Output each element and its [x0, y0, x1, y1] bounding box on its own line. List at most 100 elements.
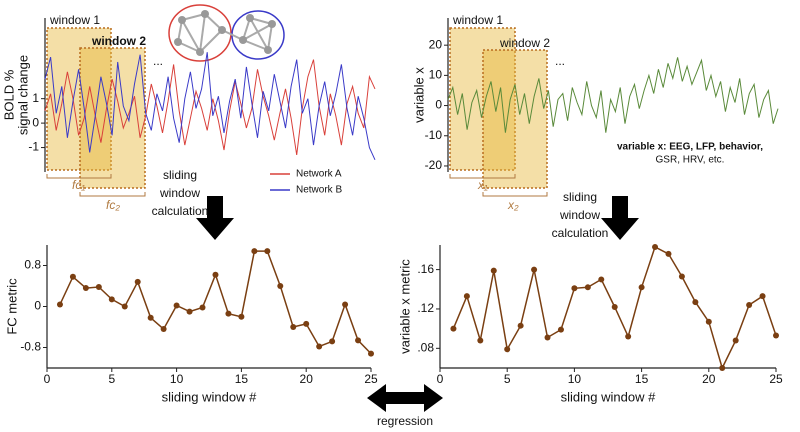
data-point: [108, 296, 115, 303]
data-point: [705, 318, 712, 325]
y-tick-label: -0.8: [20, 340, 41, 354]
x-tick-label: 0: [44, 372, 51, 386]
series-line: [447, 57, 779, 133]
window-label: window 2: [91, 34, 146, 48]
x-tick-label: 25: [364, 372, 378, 386]
data-point: [678, 273, 685, 280]
legend-label: Network A: [296, 169, 342, 180]
data-point: [173, 302, 180, 309]
window-1-box: [449, 27, 516, 171]
data-point: [463, 293, 470, 300]
data-point: [746, 302, 753, 309]
x-tick-label: 5: [108, 372, 115, 386]
y-tick-label: 0: [435, 98, 442, 112]
data-point: [625, 333, 632, 340]
data-point: [160, 326, 167, 333]
network-b-outline: [231, 10, 285, 60]
data-point: [557, 326, 564, 333]
down-arrow: [601, 196, 639, 240]
window-2-box: [482, 49, 548, 189]
data-point: [121, 303, 128, 310]
window-sub-label: fc₂: [106, 198, 120, 212]
data-point: [238, 313, 245, 320]
y-axis-label: signal change: [15, 55, 30, 135]
data-point: [732, 337, 739, 344]
window-sub-label: x₂: [507, 198, 519, 212]
y-tick-label: .12: [417, 301, 434, 315]
x-tick-label: 15: [235, 372, 249, 386]
data-point: [290, 324, 297, 330]
data-point: [611, 303, 618, 310]
data-point: [517, 322, 524, 329]
y-axis-label: variable x metric: [397, 259, 412, 354]
x-axis-label: sliding window #: [561, 389, 656, 404]
window-1-box: [46, 27, 112, 171]
calc-label: sliding: [163, 168, 197, 182]
data-point: [277, 283, 284, 289]
y-axis-label: FC metric: [4, 278, 19, 335]
y-axis-label: BOLD %: [1, 69, 16, 120]
data-point: [199, 304, 206, 311]
data-point: [477, 337, 484, 344]
data-point: [147, 314, 154, 321]
network-edges: [177, 13, 273, 53]
window-sub-label: fc₁: [72, 178, 85, 192]
data-point: [490, 267, 497, 274]
y-axis-label: variable x: [411, 67, 426, 123]
down-arrow: [196, 196, 234, 240]
legend-label: Network B: [296, 185, 342, 196]
x-tick-label: 20: [702, 372, 716, 386]
data-point: [368, 350, 374, 357]
network-a-outline: [168, 4, 232, 62]
data-point: [652, 243, 659, 250]
y-tick-label: 0: [32, 115, 39, 129]
data-point: [316, 343, 323, 350]
x-tick-label: 10: [170, 372, 184, 386]
x-tick-label: 15: [635, 372, 649, 386]
data-point: [264, 248, 271, 255]
series-line: [44, 52, 376, 161]
calc-label: calculation: [552, 226, 609, 240]
data-point: [69, 273, 76, 280]
y-tick-label: -1: [28, 140, 39, 154]
y-tick-label: 0.8: [24, 258, 41, 272]
data-point: [225, 310, 232, 317]
data-point: [186, 308, 193, 315]
calc-label: window: [159, 186, 200, 200]
window-label: window 1: [49, 13, 100, 27]
network-icons: [168, 4, 285, 62]
data-point: [303, 320, 310, 327]
data-point: [56, 301, 63, 308]
annotation: variable x: EEG, LFP, behavior,: [617, 142, 763, 153]
y-tick-label: 20: [429, 37, 443, 51]
x-tick-label: 5: [504, 372, 511, 386]
y-tick-label: -20: [425, 158, 443, 172]
x-tick-label: 0: [437, 372, 444, 386]
calc-label: sliding: [563, 190, 597, 204]
series-line: [59, 250, 372, 355]
data-point: [598, 276, 605, 283]
data-point: [355, 337, 362, 344]
data-point: [134, 278, 141, 285]
data-point: [571, 285, 578, 292]
network-nodes: [174, 10, 276, 56]
data-point: [531, 266, 538, 273]
data-point: [773, 332, 779, 339]
data-point: [692, 299, 699, 306]
data-point: [544, 334, 551, 341]
x-axis-label: sliding window #: [162, 389, 257, 404]
window-label: window 1: [452, 13, 503, 27]
series-line: [44, 59, 376, 155]
data-point: [82, 285, 89, 292]
data-point: [504, 346, 511, 353]
ellipsis: ...: [555, 54, 565, 68]
y-tick-label: .08: [417, 340, 434, 354]
calc-label: window: [559, 208, 600, 222]
annotation: GSR, HRV, etc.: [656, 155, 725, 166]
window-label: window 2: [499, 36, 550, 50]
window-bracket: [449, 174, 548, 197]
window-bracket: [46, 174, 146, 197]
data-point: [251, 248, 258, 255]
data-point: [665, 250, 672, 257]
